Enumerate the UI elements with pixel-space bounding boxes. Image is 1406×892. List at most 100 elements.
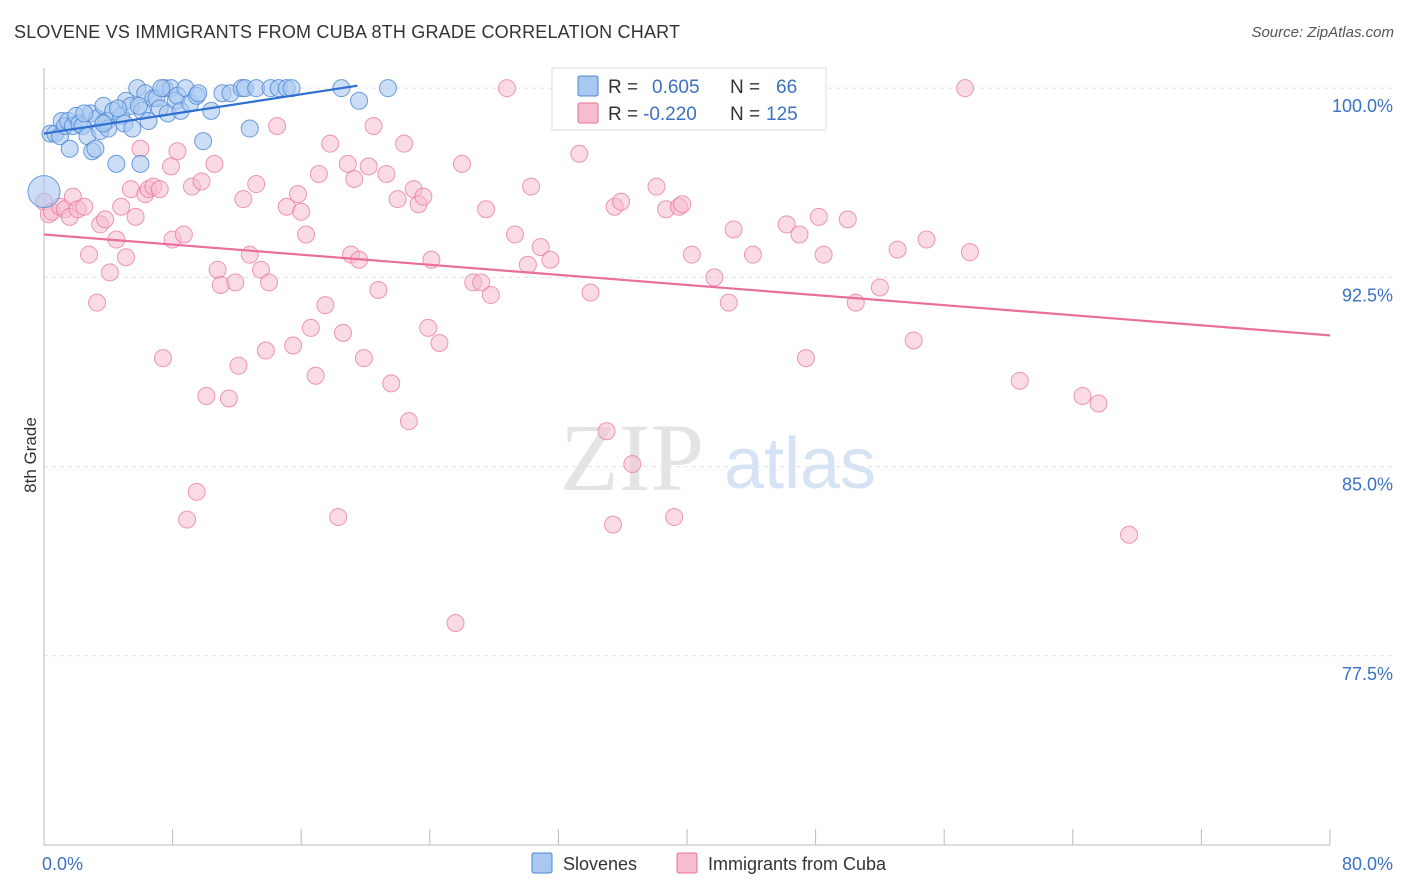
legend-stats: R = 0.605 N = 66 R = -0.220 N = 125 xyxy=(551,67,827,131)
data-point-slovenes xyxy=(129,96,148,115)
data-point-slovenes xyxy=(108,99,127,118)
legend-bottom-swatch-slovenes xyxy=(531,852,553,874)
data-point-cuba xyxy=(205,154,224,173)
data-point-cuba xyxy=(743,245,762,264)
data-point-cuba xyxy=(838,210,857,229)
grid-lines xyxy=(44,87,1394,657)
data-point-cuba xyxy=(604,515,623,534)
data-point-cuba xyxy=(960,243,979,262)
data-point-cuba xyxy=(288,185,307,204)
data-point-cuba xyxy=(234,190,253,209)
data-point-cuba xyxy=(187,482,206,501)
legend-bottom-swatch-cuba xyxy=(676,852,698,874)
data-point-slovenes xyxy=(194,132,213,151)
data-point-cuba xyxy=(100,263,119,282)
data-point-cuba xyxy=(88,293,107,312)
y-tick-label: 92.5% xyxy=(1342,285,1393,305)
series-slovenes-points xyxy=(27,79,398,209)
data-point-cuba xyxy=(329,508,348,527)
data-point-cuba xyxy=(870,278,889,297)
data-point-cuba xyxy=(80,245,99,264)
data-point-cuba xyxy=(665,508,684,527)
data-point-cuba xyxy=(333,323,352,342)
data-point-cuba xyxy=(150,180,169,199)
data-point-cuba xyxy=(705,268,724,287)
data-point-cuba xyxy=(1010,371,1029,390)
data-point-cuba xyxy=(226,273,245,292)
data-point-slovenes xyxy=(189,84,208,103)
data-point-cuba xyxy=(382,374,401,393)
data-point-cuba xyxy=(1073,386,1092,405)
data-point-cuba xyxy=(814,245,833,264)
series-cuba-points xyxy=(35,79,1139,632)
data-point-cuba xyxy=(531,238,550,257)
data-point-cuba xyxy=(161,157,180,176)
legend-n-value-slovenes: 66 xyxy=(776,77,797,98)
y-tick-label: 85.0% xyxy=(1342,475,1393,495)
trend-lines xyxy=(43,84,1331,337)
data-point-cuba xyxy=(673,195,692,214)
data-point-cuba xyxy=(1120,525,1139,544)
data-point-cuba xyxy=(956,79,975,98)
data-point-slovenes xyxy=(75,104,94,123)
data-point-cuba xyxy=(364,117,383,136)
data-point-cuba xyxy=(522,177,541,196)
legend-r-value-cuba: -0.220 xyxy=(643,104,697,125)
data-point-slovenes xyxy=(123,119,142,138)
watermark: ZIP atlas xyxy=(560,404,876,511)
data-point-cuba xyxy=(518,255,537,274)
data-point-cuba xyxy=(229,356,248,375)
data-point-cuba xyxy=(178,510,197,529)
data-point-cuba xyxy=(719,293,738,312)
data-point-cuba xyxy=(724,220,743,239)
chart-title: SLOVENE VS IMMIGRANTS FROM CUBA 8TH GRAD… xyxy=(14,22,681,42)
data-point-cuba xyxy=(917,230,936,249)
data-point-cuba xyxy=(477,200,496,219)
data-point-cuba xyxy=(369,281,388,299)
data-point-cuba xyxy=(219,389,238,408)
legend-r-label-slovenes: R = xyxy=(608,77,638,98)
data-point-cuba xyxy=(168,142,187,161)
data-point-cuba xyxy=(252,260,271,279)
data-point-slovenes xyxy=(240,119,259,138)
data-point-cuba xyxy=(359,157,378,176)
data-point-cuba xyxy=(240,245,259,264)
legend-r-value-slovenes: 0.605 xyxy=(652,77,700,98)
data-point-cuba xyxy=(647,177,666,196)
data-point-slovenes xyxy=(131,154,150,173)
data-point-slovenes xyxy=(107,154,126,173)
legend-bottom-label-cuba: Immigrants from Cuba xyxy=(708,854,887,874)
legend-series: Slovenes Immigrants from Cuba xyxy=(531,852,887,874)
data-point-cuba xyxy=(796,349,815,368)
data-point-cuba xyxy=(112,197,131,216)
data-point-cuba xyxy=(174,225,193,244)
data-point-cuba xyxy=(247,175,266,194)
data-point-cuba xyxy=(153,349,172,368)
data-point-cuba xyxy=(790,225,809,244)
data-point-cuba xyxy=(297,225,316,244)
data-point-cuba xyxy=(208,260,227,279)
data-point-cuba xyxy=(260,273,279,292)
data-point-cuba xyxy=(321,134,340,153)
data-point-cuba xyxy=(541,250,560,269)
legend-swatch-slovenes xyxy=(577,75,599,97)
tick-labels: 100.0% 92.5% 85.0% 77.5% 0.0% 80.0% xyxy=(42,96,1393,874)
data-point-cuba xyxy=(414,187,433,206)
data-point-cuba xyxy=(338,154,357,173)
x-tick-label: 80.0% xyxy=(1342,854,1393,874)
data-point-cuba xyxy=(388,190,407,209)
data-point-cuba xyxy=(430,333,449,352)
data-point-cuba xyxy=(96,210,115,229)
data-point-cuba xyxy=(284,336,303,355)
data-point-cuba xyxy=(192,172,211,191)
data-point-cuba xyxy=(570,144,589,163)
trend-line-cuba xyxy=(43,233,1331,337)
data-point-cuba xyxy=(126,207,145,226)
data-point-cuba xyxy=(597,422,616,441)
data-point-cuba xyxy=(256,341,275,360)
data-point-cuba xyxy=(309,164,328,183)
data-point-cuba xyxy=(472,273,491,292)
data-point-slovenes xyxy=(202,101,221,120)
data-point-slovenes xyxy=(86,139,105,158)
